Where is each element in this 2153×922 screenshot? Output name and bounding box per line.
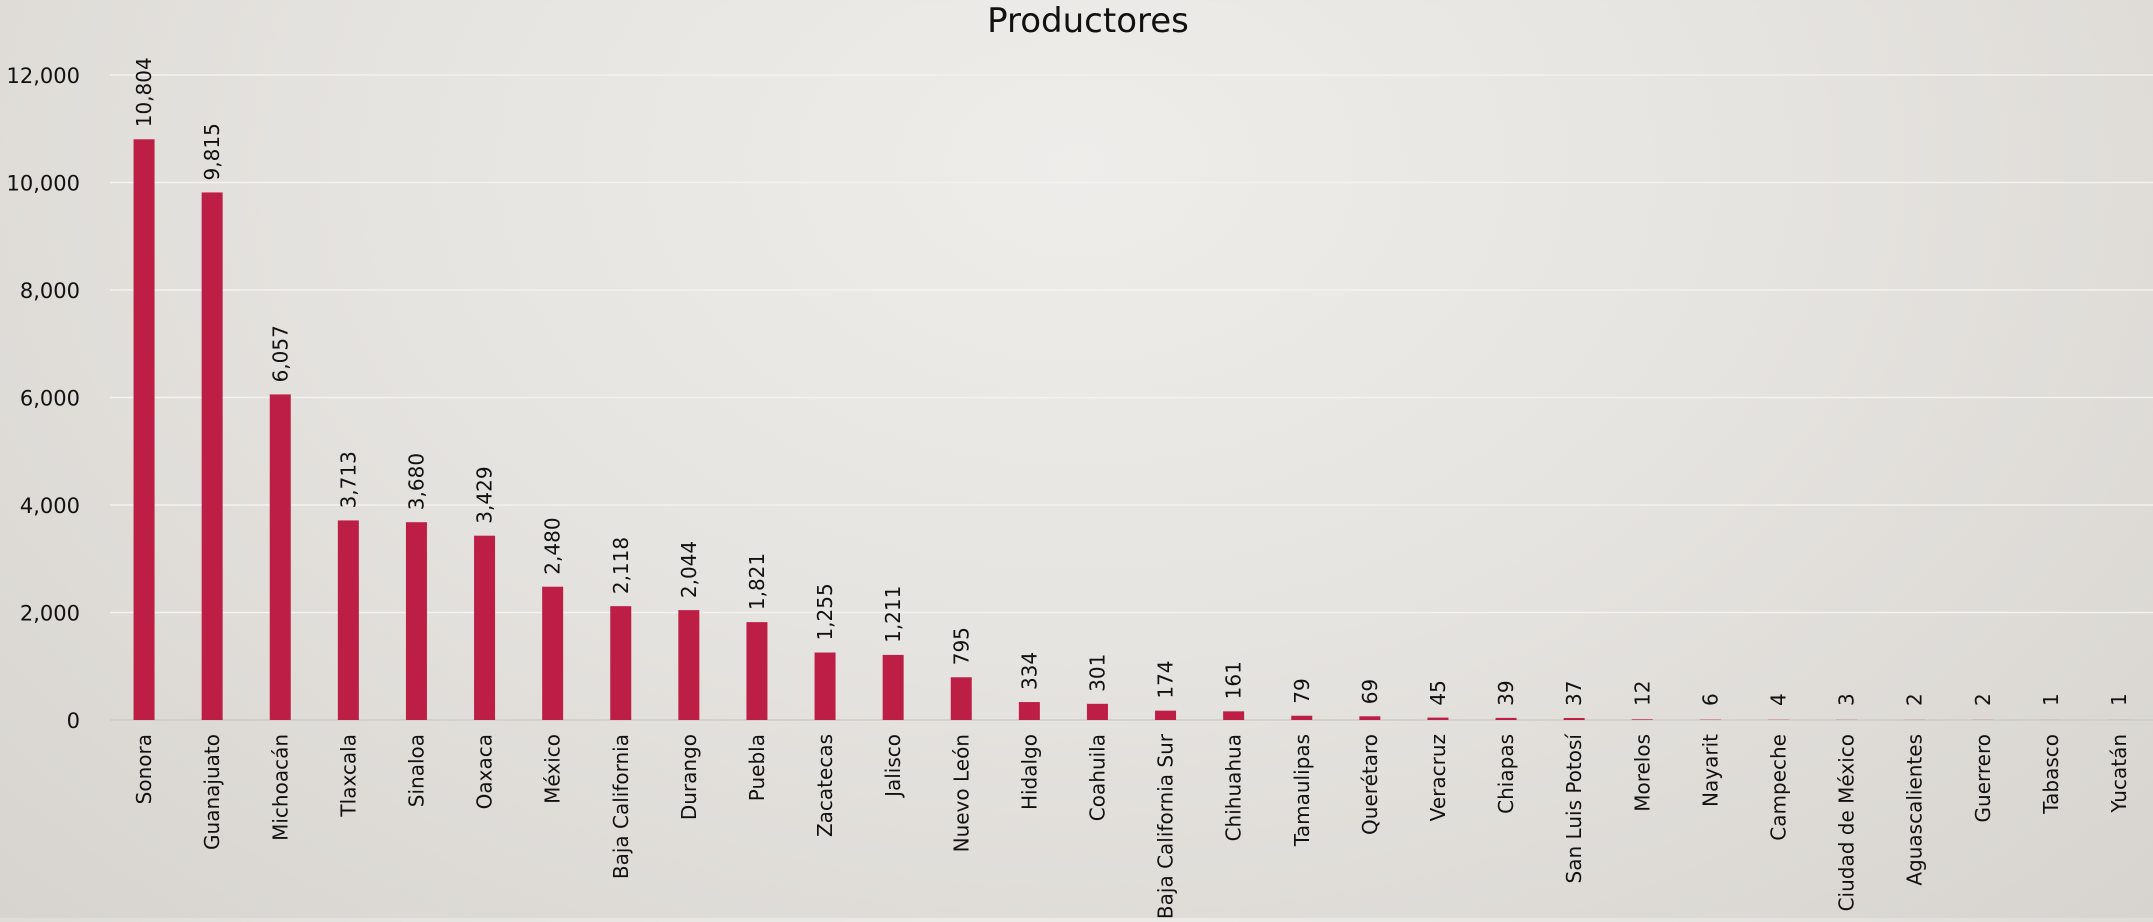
x-tick-label: Morelos (1630, 734, 1654, 812)
x-tick-label: Baja California (609, 734, 633, 879)
data-label: 45 (1426, 680, 1450, 705)
x-tick-label: Yucatán (2107, 734, 2131, 814)
x-tick-label: Guanajuato (200, 734, 224, 850)
x-tick-label: Campeche (1766, 734, 1790, 841)
bar (1632, 719, 1653, 720)
data-label: 79 (1290, 678, 1314, 703)
x-tick-label: Tlaxcala (336, 734, 360, 818)
data-label: 2 (1971, 693, 1995, 706)
bar (406, 522, 427, 720)
x-tick-label: México (541, 734, 565, 804)
bar (883, 655, 904, 720)
x-tick-label: Sinaloa (404, 734, 428, 807)
x-tick-label: Nuevo León (949, 734, 973, 852)
y-tick-label: 6,000 (20, 387, 80, 411)
x-tick-label: Nayarit (1698, 734, 1722, 807)
bar (1019, 702, 1040, 720)
bar (1427, 718, 1448, 720)
bars (134, 139, 2130, 720)
bar (610, 606, 631, 720)
data-label: 301 (1085, 654, 1109, 692)
data-label: 795 (949, 627, 973, 665)
y-tick-label: 4,000 (20, 494, 80, 518)
y-axis: 0 2,000 4,000 6,000 8,000 10,000 12,000 (7, 64, 80, 733)
x-tick-label: Chihuahua (1222, 734, 1246, 841)
bar (1155, 711, 1176, 720)
x-tick-label: Hidalgo (1017, 734, 1041, 810)
y-tick-label: 0 (67, 709, 80, 733)
data-label: 1,255 (813, 583, 837, 640)
y-tick-label: 10,000 (7, 172, 80, 196)
x-tick-label: Chiapas (1494, 734, 1518, 814)
data-label: 3 (1835, 693, 1859, 706)
bar (1359, 716, 1380, 720)
bar (474, 536, 495, 720)
x-tick-label: Oaxaca (473, 734, 497, 809)
data-label: 37 (1562, 681, 1586, 706)
x-tick-label: Baja California Sur (1154, 733, 1178, 918)
bar (1564, 718, 1585, 720)
x-tick-label: Querétaro (1358, 734, 1382, 835)
x-tick-label: Michoacán (268, 734, 292, 841)
bar (542, 587, 563, 720)
x-tick-label: Durango (677, 734, 701, 820)
x-tick-label: Guerrero (1971, 734, 1995, 822)
data-label: 334 (1017, 652, 1041, 690)
y-tick-label: 8,000 (20, 279, 80, 303)
x-tick-label: Veracruz (1426, 734, 1450, 821)
y-tick-label: 12,000 (7, 64, 80, 88)
data-label: 2,480 (541, 517, 565, 574)
data-label: 4 (1766, 693, 1790, 706)
data-label: 3,680 (404, 453, 428, 510)
x-tick-label: Tabasco (2039, 734, 2063, 815)
data-label: 1 (2039, 693, 2063, 706)
bar (746, 622, 767, 720)
data-label: 6 (1698, 693, 1722, 706)
bar (678, 610, 699, 720)
bar (270, 394, 291, 720)
bar (1496, 718, 1517, 720)
x-tick-label: Tamaulipas (1290, 734, 1314, 847)
bar (815, 653, 836, 720)
data-label: 2,044 (677, 541, 701, 598)
x-axis: Sonora Guanajuato Michoacán Tlaxcala Sinaloa… (132, 733, 2131, 918)
x-tick-label: San Luis Potosí (1562, 733, 1586, 884)
bar (1291, 716, 1312, 720)
data-label: 3,713 (336, 451, 360, 508)
data-labels: 10,804 9,815 6,057 3,713 3,680 3,429 2,480 2,11… (132, 57, 2131, 706)
data-label: 2 (1903, 693, 1927, 706)
bar (338, 520, 359, 720)
x-tick-label: Coahuila (1085, 734, 1109, 821)
data-label: 3,429 (473, 466, 497, 523)
bar (1087, 704, 1108, 720)
x-tick-label: Puebla (745, 734, 769, 801)
x-tick-label: Sonora (132, 734, 156, 804)
data-label: 1,821 (745, 553, 769, 610)
data-label: 174 (1154, 660, 1178, 698)
bar (951, 677, 972, 720)
data-label: 69 (1358, 679, 1382, 704)
data-label: 161 (1222, 661, 1246, 699)
x-tick-label: Jalisco (881, 734, 905, 799)
chart-title: Productores (987, 1, 1189, 41)
data-label: 1,211 (881, 586, 905, 643)
x-tick-label: Ciudad de México (1835, 734, 1859, 911)
bar (1223, 711, 1244, 720)
data-label: 10,804 (132, 57, 156, 127)
x-tick-label: Aguascalientes (1903, 734, 1927, 886)
bar (134, 139, 155, 720)
data-label: 2,118 (609, 537, 633, 594)
data-label: 1 (2107, 693, 2131, 706)
x-tick-label: Zacatecas (813, 734, 837, 837)
y-tick-label: 2,000 (20, 602, 80, 626)
data-label: 12 (1630, 681, 1654, 706)
data-label: 9,815 (200, 123, 224, 180)
data-label: 39 (1494, 680, 1518, 705)
bar (202, 192, 223, 720)
data-label: 6,057 (268, 325, 292, 382)
